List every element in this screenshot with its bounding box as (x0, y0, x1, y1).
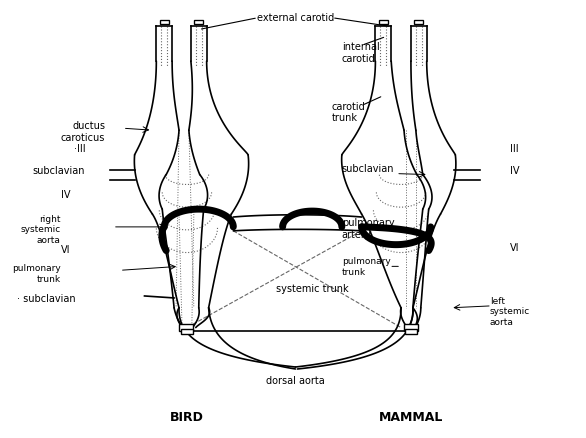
Text: IV: IV (61, 190, 70, 200)
Text: III: III (510, 144, 518, 154)
Bar (379, 21, 387, 25)
Text: · subclavian: · subclavian (17, 293, 76, 303)
Bar (181, 329, 193, 335)
Text: external carotid: external carotid (257, 13, 334, 23)
Text: right
systemic
aorta: right systemic aorta (21, 215, 60, 244)
Text: internal
carotid: internal carotid (342, 42, 380, 64)
Bar (195, 21, 203, 25)
Text: systemic trunk: systemic trunk (276, 283, 349, 293)
Text: pulmonary
trunk: pulmonary trunk (342, 257, 391, 276)
Text: BIRD: BIRD (170, 410, 204, 423)
Text: subclavian: subclavian (342, 163, 394, 173)
Text: dorsal aorta: dorsal aorta (266, 375, 325, 385)
Text: ·III: ·III (74, 144, 86, 154)
Text: MAMMAL: MAMMAL (379, 410, 443, 423)
Text: VI: VI (510, 242, 519, 252)
Text: pulmonary
trunk: pulmonary trunk (12, 264, 60, 283)
Bar (404, 324, 418, 332)
Bar (414, 21, 423, 25)
Text: IV: IV (510, 165, 519, 175)
Text: pulmonary
artery: pulmonary artery (342, 218, 394, 239)
Text: left
systemic
aorta: left systemic aorta (490, 296, 530, 326)
Text: ductus
caroticus: ductus caroticus (60, 121, 105, 143)
Bar (179, 324, 193, 332)
Bar (160, 21, 169, 25)
Text: subclavian: subclavian (33, 165, 86, 175)
Bar (405, 329, 417, 335)
Text: VI: VI (61, 244, 70, 254)
Text: carotid
trunk: carotid trunk (332, 101, 366, 123)
